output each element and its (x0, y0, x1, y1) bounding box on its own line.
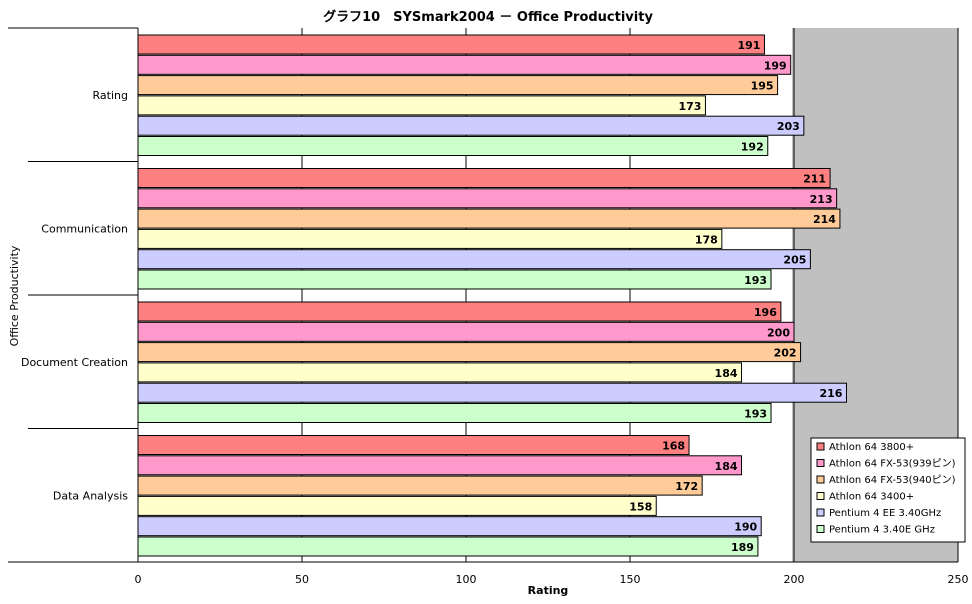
bar-3-1 (137, 455, 743, 476)
data-label-3-1: 184 (715, 460, 738, 473)
data-label-3-3: 158 (629, 500, 652, 513)
bar-0-2 (137, 75, 779, 96)
x-tick-label-1: 50 (295, 573, 309, 586)
bar-3-5 (137, 536, 759, 557)
data-label-3-0: 168 (662, 440, 685, 453)
legend-box (810, 437, 966, 543)
bar-3-2 (137, 475, 703, 496)
bar-2-4 (137, 382, 847, 403)
x-tick-label-5: 250 (948, 573, 969, 586)
data-label-1-1: 213 (810, 193, 833, 206)
bar-3-3 (137, 495, 657, 516)
data-label-2-4: 216 (820, 387, 843, 400)
bar-3-0 (137, 435, 690, 455)
bar-1-1 (137, 188, 838, 209)
data-label-3-4: 190 (734, 521, 757, 534)
legend-entry-0: Athlon 64 3800+ (829, 442, 914, 453)
legend-swatch-2 (816, 475, 825, 484)
bar-1-5 (137, 269, 772, 290)
legend-entry-4: Pentium 4 EE 3.40GHz (829, 508, 941, 519)
data-label-0-2: 195 (751, 80, 774, 93)
bar-0-3 (137, 95, 706, 116)
x-tick-label-2: 100 (456, 573, 477, 586)
y-axis-label: Office Productivity (8, 245, 21, 346)
bar-0-5 (137, 136, 769, 156)
data-label-0-4: 203 (777, 120, 800, 133)
bar-0-1 (137, 54, 792, 75)
bar-2-2 (137, 342, 802, 363)
data-label-3-5: 189 (731, 541, 754, 554)
bar-1-3 (137, 228, 723, 249)
legend-entry-5: Pentium 4 3.40E GHz (829, 525, 935, 536)
data-label-2-5: 193 (744, 408, 767, 421)
bar-2-3 (137, 362, 743, 383)
data-label-0-0: 191 (738, 39, 761, 52)
data-label-0-5: 192 (741, 141, 764, 154)
x-tick-label-0: 0 (135, 573, 142, 586)
legend-swatch-3 (816, 492, 825, 500)
legend-swatch-4 (816, 508, 825, 517)
bar-1-0 (137, 168, 831, 188)
axes: 0 50 100 150 200 250 Rating Communication Docume… (8, 27, 969, 586)
data-label-1-0: 211 (803, 173, 826, 186)
data-label-1-3: 178 (695, 233, 718, 246)
legend-entry-2: Athlon 64 FX-53(940ピン) (829, 474, 956, 486)
data-label-0-3: 173 (678, 100, 701, 113)
bar-2-5 (137, 403, 772, 423)
legend-swatch-1 (816, 459, 825, 467)
x-tick-label-4: 200 (784, 573, 805, 586)
bar-3-4 (137, 516, 762, 537)
x-tick-label-3: 150 (620, 573, 641, 586)
category-label-1: Communication (41, 222, 128, 235)
data-label-1-4: 205 (783, 254, 806, 267)
legend-swatch-0 (816, 442, 825, 451)
legend-swatch-5 (816, 525, 825, 533)
data-label-2-0: 196 (754, 306, 777, 319)
data-label-2-1: 200 (767, 326, 790, 339)
category-label-2: Document Creation (21, 356, 128, 369)
data-label-2-3: 184 (715, 367, 738, 380)
bar-0-4 (137, 115, 805, 136)
category-label-3: Data Analysis (53, 489, 128, 502)
category-label-0: Rating (93, 89, 128, 102)
data-label-0-1: 199 (764, 59, 787, 72)
bar-1-2 (137, 208, 841, 229)
bar-2-0 (137, 301, 782, 322)
legend: Athlon 64 3800+ Athlon 64 FX-53(939ピン) Ath… (810, 437, 966, 543)
legend-entry-3: Athlon 64 3400+ (829, 492, 914, 503)
data-label-1-5: 193 (744, 274, 767, 287)
legend-entry-1: Athlon 64 FX-53(939ピン) (829, 458, 956, 470)
data-label-1-2: 214 (813, 213, 836, 226)
x-axis-label: Rating (528, 584, 569, 597)
bar-2-1 (137, 321, 795, 342)
data-label-3-2: 172 (675, 480, 698, 493)
chart-title: グラフ10 SYSmark2004 － Office Productivity (323, 9, 653, 25)
data-label-2-2: 202 (774, 347, 797, 360)
bar-0-0 (137, 34, 765, 55)
bar-1-4 (137, 249, 811, 270)
